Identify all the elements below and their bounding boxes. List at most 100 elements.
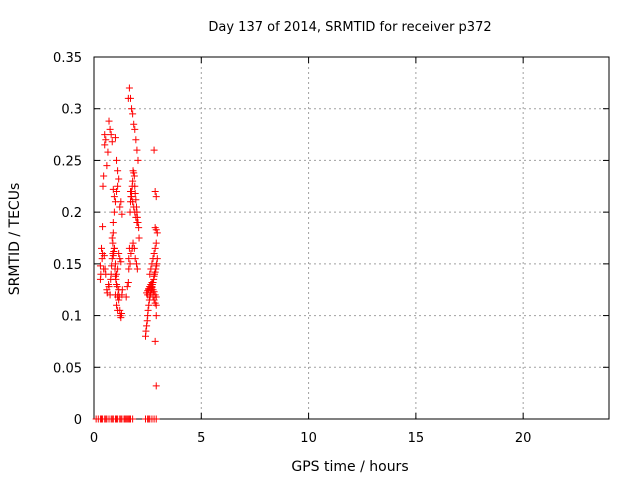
data-point — [103, 162, 111, 170]
data-point — [143, 322, 151, 330]
data-point — [152, 382, 160, 390]
data-point — [116, 255, 124, 263]
data-point — [113, 301, 121, 309]
data-point — [142, 327, 150, 335]
x-tick-label: 10 — [300, 431, 317, 446]
data-point — [112, 275, 120, 283]
data-point — [101, 141, 109, 149]
y-tick-label: 0.15 — [53, 258, 82, 273]
plot-frame — [93, 56, 610, 420]
data-point — [96, 262, 104, 270]
data-point — [110, 244, 118, 252]
x-tick-label: 20 — [515, 431, 532, 446]
data-point — [128, 105, 136, 113]
data-point — [135, 234, 143, 242]
data-point — [149, 255, 157, 263]
y-tick-label: 0 — [74, 413, 82, 428]
data-point — [111, 260, 119, 268]
data-point — [125, 255, 133, 263]
data-point — [100, 252, 108, 260]
x-tick-label: 5 — [197, 431, 205, 446]
data-point — [102, 136, 110, 144]
data-point — [131, 190, 139, 198]
data-point — [132, 136, 140, 144]
data-point — [152, 301, 160, 309]
data-point — [129, 239, 137, 247]
data-point — [126, 187, 134, 195]
data-point — [116, 203, 124, 211]
data-point — [147, 265, 155, 273]
data-point — [130, 203, 138, 211]
data-point — [125, 84, 133, 92]
data-point — [131, 125, 139, 133]
y-axis-label: SRMTID / TECUs — [7, 183, 23, 296]
data-point — [101, 131, 109, 139]
data-point — [111, 291, 119, 299]
data-point — [127, 250, 135, 258]
data-point — [147, 281, 155, 289]
data-point — [129, 110, 137, 118]
data-point — [108, 255, 116, 263]
data-point — [146, 270, 154, 278]
data-point — [101, 265, 109, 273]
y-tick-label: 0.25 — [53, 154, 82, 169]
grid-lines — [94, 57, 609, 419]
x-axis-label: GPS time / hours — [291, 459, 408, 475]
data-point — [113, 283, 121, 291]
data-point — [113, 270, 121, 278]
y-tick-label: 0.35 — [53, 51, 82, 66]
data-point — [117, 314, 125, 322]
data-point — [131, 255, 139, 263]
data-point — [151, 244, 159, 252]
data-point — [152, 239, 160, 247]
data-point — [117, 258, 125, 266]
data-point — [98, 244, 106, 252]
data-point — [135, 224, 143, 232]
x-tick-label: 0 — [90, 431, 98, 446]
data-point — [108, 234, 116, 242]
data-point — [111, 134, 119, 142]
data-point — [106, 125, 114, 133]
data-point — [148, 260, 156, 268]
data-point — [130, 120, 138, 128]
data-point — [123, 283, 131, 291]
data-point — [104, 148, 112, 156]
data-point — [113, 187, 121, 195]
data-point — [152, 415, 160, 423]
data-point — [109, 218, 117, 226]
data-point — [111, 198, 119, 206]
data-point — [151, 187, 159, 195]
data-point — [133, 265, 141, 273]
data-point — [133, 218, 141, 226]
data-point — [109, 229, 117, 237]
data-point — [115, 175, 123, 183]
data-point — [118, 286, 126, 294]
data-point — [114, 306, 122, 314]
data-point — [124, 278, 132, 286]
data-point — [150, 250, 158, 258]
data-point — [150, 146, 158, 154]
data-point — [130, 172, 138, 180]
data-point — [99, 182, 107, 190]
data-point — [110, 208, 118, 216]
data-point — [118, 210, 126, 218]
data-point — [152, 193, 160, 201]
data-point — [114, 265, 122, 273]
chart-title: Day 137 of 2014, SRMTID for receiver p37… — [208, 20, 491, 35]
data-point — [152, 293, 160, 301]
data-point — [99, 223, 107, 231]
data-point — [145, 301, 153, 309]
data-point — [144, 306, 152, 314]
data-point — [110, 247, 118, 255]
data-point — [114, 167, 122, 175]
data-point — [129, 198, 137, 206]
data-point — [105, 117, 113, 125]
data-point — [100, 172, 108, 180]
data-point — [151, 337, 159, 345]
y-tick-labels: 0 0.05 0.1 0.15 0.2 0.25 0.3 0.35 — [53, 51, 82, 428]
data-point — [152, 312, 160, 320]
y-tick-label: 0.2 — [61, 206, 82, 221]
data-point — [130, 169, 138, 177]
data-point — [126, 260, 134, 268]
y-tick-label: 0.3 — [61, 103, 82, 118]
